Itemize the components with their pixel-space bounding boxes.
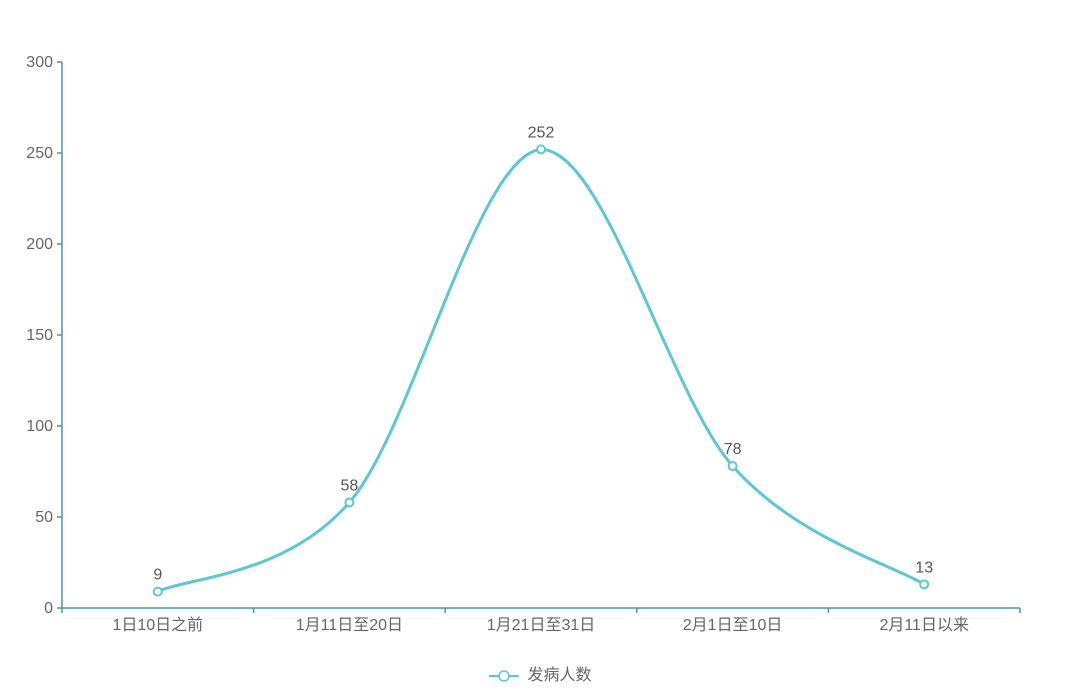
- legend-label: 发病人数: [527, 667, 592, 684]
- data-point-label: 58: [341, 477, 359, 494]
- y-axis-label: 250: [26, 145, 53, 162]
- legend-item-series[interactable]: 发病人数: [0, 668, 1080, 684]
- x-axis-label: 2月1日至10日: [683, 617, 783, 634]
- y-axis-label: 0: [44, 600, 53, 617]
- x-axis-label: 2月11日以来: [879, 616, 969, 634]
- data-point-label: 13: [915, 559, 933, 576]
- data-point-marker[interactable]: [152, 586, 163, 597]
- series-line: [156, 147, 926, 594]
- x-axis-label: 1日10日之前: [112, 616, 203, 634]
- data-point-marker[interactable]: [536, 144, 546, 155]
- line-series-legend-icon: [489, 670, 520, 682]
- data-point-label: 78: [724, 441, 742, 458]
- data-point-marker[interactable]: [919, 579, 930, 590]
- data-point-marker[interactable]: [344, 497, 355, 508]
- data-point-marker[interactable]: [727, 461, 738, 472]
- x-axis-label: 1月11日至20日: [296, 617, 403, 634]
- y-axis-label: 100: [26, 418, 53, 435]
- x-axis-label: 1月21日至31日: [487, 617, 596, 634]
- y-axis-label: 150: [26, 327, 53, 344]
- y-axis-label: 300: [26, 54, 53, 71]
- y-axis-label: 200: [26, 236, 53, 253]
- y-axis-label: 50: [35, 509, 53, 526]
- data-point-label: 252: [528, 124, 555, 141]
- data-point-label: 9: [153, 567, 162, 584]
